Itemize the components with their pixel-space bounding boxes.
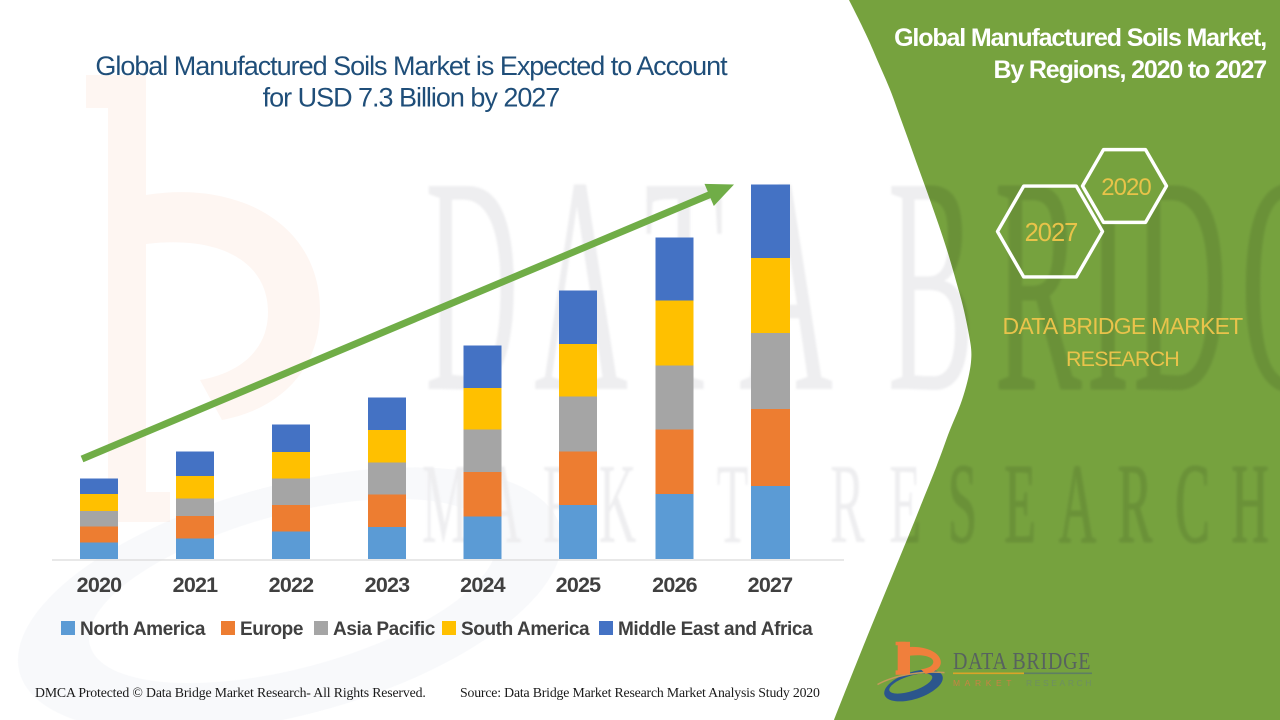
- svg-text:T: T: [717, 441, 749, 567]
- svg-text:R: R: [995, 114, 1082, 457]
- svg-text:Asia Pacific: Asia Pacific: [333, 619, 436, 640]
- svg-text:South America: South America: [461, 619, 590, 640]
- svg-text:Middle East and Africa: Middle East and Africa: [618, 619, 813, 640]
- svg-text:G: G: [1241, 114, 1280, 457]
- svg-text:Source: Data Bridge Market Res: Source: Data Bridge Market Research Mark…: [460, 685, 820, 700]
- svg-text:North America: North America: [80, 619, 206, 640]
- svg-text:R: R: [995, 114, 1082, 457]
- svg-text:E: E: [889, 441, 921, 567]
- svg-text:2021: 2021: [173, 573, 218, 597]
- svg-text:2020: 2020: [77, 573, 122, 597]
- svg-text:MARKET: MARKET: [953, 678, 1016, 688]
- svg-text:K: K: [599, 441, 636, 567]
- svg-text:Global Manufactured Soils Mark: Global Manufactured Soils Market is Expe…: [95, 51, 728, 81]
- svg-text:R: R: [830, 441, 865, 567]
- svg-text:2027: 2027: [1025, 219, 1078, 247]
- svg-text:S: S: [948, 441, 977, 567]
- svg-text:C: C: [1175, 441, 1210, 567]
- svg-text:A: A: [1059, 441, 1096, 567]
- svg-text:2024: 2024: [460, 573, 505, 597]
- svg-text:A: A: [1059, 441, 1096, 567]
- svg-text:RESEARCH: RESEARCH: [1026, 678, 1094, 688]
- svg-text:DMCA Protected © Data Bridge M: DMCA Protected © Data Bridge Market Rese…: [35, 685, 426, 700]
- svg-text:2027: 2027: [748, 573, 793, 597]
- svg-text:Europe: Europe: [240, 619, 303, 640]
- svg-text:for USD 7.3 Billion by 2027: for USD 7.3 Billion by 2027: [263, 83, 560, 113]
- svg-text:H: H: [1231, 441, 1268, 567]
- svg-text:R: R: [1118, 441, 1153, 567]
- svg-text:2026: 2026: [652, 573, 697, 597]
- svg-text:E: E: [1004, 441, 1036, 567]
- svg-text:H: H: [1231, 441, 1268, 567]
- svg-text:RESEARCH: RESEARCH: [1066, 347, 1179, 371]
- svg-text:DATA BRIDGE: DATA BRIDGE: [953, 647, 1091, 674]
- svg-text:C: C: [1175, 441, 1210, 567]
- svg-text:G: G: [1241, 114, 1280, 457]
- svg-text:2023: 2023: [365, 573, 410, 597]
- svg-text:M: M: [422, 441, 468, 567]
- svg-text:B: B: [888, 114, 975, 457]
- svg-text:2020: 2020: [1101, 174, 1151, 201]
- svg-text:2025: 2025: [556, 573, 601, 597]
- svg-text:DATA BRIDGE MARKET: DATA BRIDGE MARKET: [1003, 313, 1244, 339]
- svg-text:S: S: [948, 441, 977, 567]
- svg-text:2022: 2022: [269, 573, 314, 597]
- svg-text:R: R: [1118, 441, 1153, 567]
- svg-text:E: E: [1004, 441, 1036, 567]
- svg-text:Global Manufactured Soils Mark: Global Manufactured Soils Market,: [894, 24, 1266, 52]
- svg-text:By Regions, 2020 to 2027: By Regions, 2020 to 2027: [993, 56, 1266, 84]
